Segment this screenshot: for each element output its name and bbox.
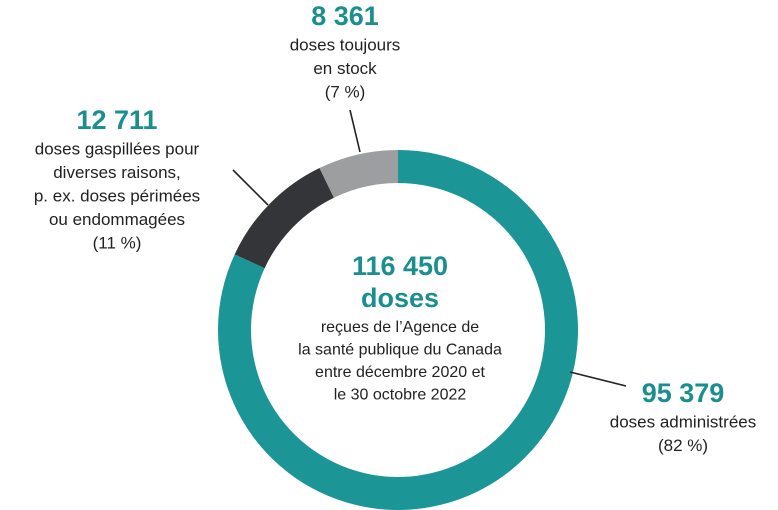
center-text: reçues de l’Agence de [321,319,479,336]
leader-line [569,371,627,387]
leader-line [232,169,269,206]
percentage-label: (7 %) [325,82,366,101]
category-label: doses administrées [610,412,756,431]
value-label: 8 361 [311,1,379,31]
donut-segment [234,168,334,269]
percentage-label: (11 %) [93,233,142,252]
center-text: le 30 octobre 2022 [334,387,467,404]
category-label: doses gaspillées pour [35,139,200,158]
value-label: 95 379 [642,378,725,408]
center-text: entre décembre 2020 et [315,364,485,381]
category-label: en stock [313,59,377,78]
category-label: diverses raisons, [53,163,181,182]
value-label: 12 711 [76,105,157,135]
category-label: ou endommagées [49,210,185,229]
total-label: 116 450 [352,251,448,281]
center-text: la santé publique du Canada [298,342,502,359]
center-title: doses [361,283,439,313]
leader-line [349,109,361,153]
category-label: doses toujours [290,35,401,54]
percentage-label: (82 %) [658,436,708,455]
category-label: p. ex. doses périmées [34,186,200,205]
donut-segment [319,150,398,198]
